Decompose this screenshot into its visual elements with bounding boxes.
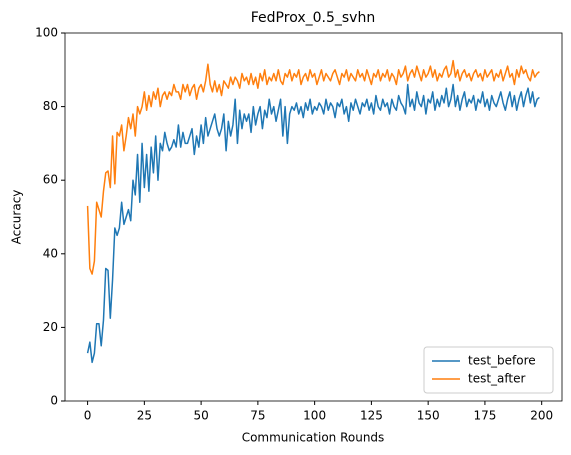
y-tick-label: 80 <box>43 99 58 113</box>
x-tick-label: 25 <box>137 409 152 423</box>
line-series <box>86 59 540 275</box>
y-tick-label: 20 <box>43 320 58 334</box>
chart-title: FedProx_0.5_svhn <box>251 10 375 26</box>
x-tick-label: 75 <box>250 409 265 423</box>
line-series <box>86 83 540 364</box>
x-tick-label: 50 <box>193 409 208 423</box>
y-tick-label: 40 <box>43 246 58 260</box>
legend-label: test_before <box>468 354 536 368</box>
x-tick-label: 125 <box>360 409 383 423</box>
x-tick-label: 200 <box>530 409 553 423</box>
y-tick-label: 0 <box>50 394 58 408</box>
legend-box <box>423 346 554 394</box>
plot-frame <box>64 32 563 402</box>
x-axis-label: Communication Rounds <box>242 431 385 445</box>
x-tick-label: 0 <box>84 409 92 423</box>
x-tick-label: 100 <box>303 409 326 423</box>
y-tick-label: 100 <box>35 26 58 40</box>
y-axis-label: Accuracy <box>10 190 24 245</box>
legend-label: test_after <box>468 372 526 386</box>
x-tick-label: 150 <box>417 409 440 423</box>
x-tick-label: 175 <box>473 409 496 423</box>
y-tick-label: 60 <box>43 173 58 187</box>
